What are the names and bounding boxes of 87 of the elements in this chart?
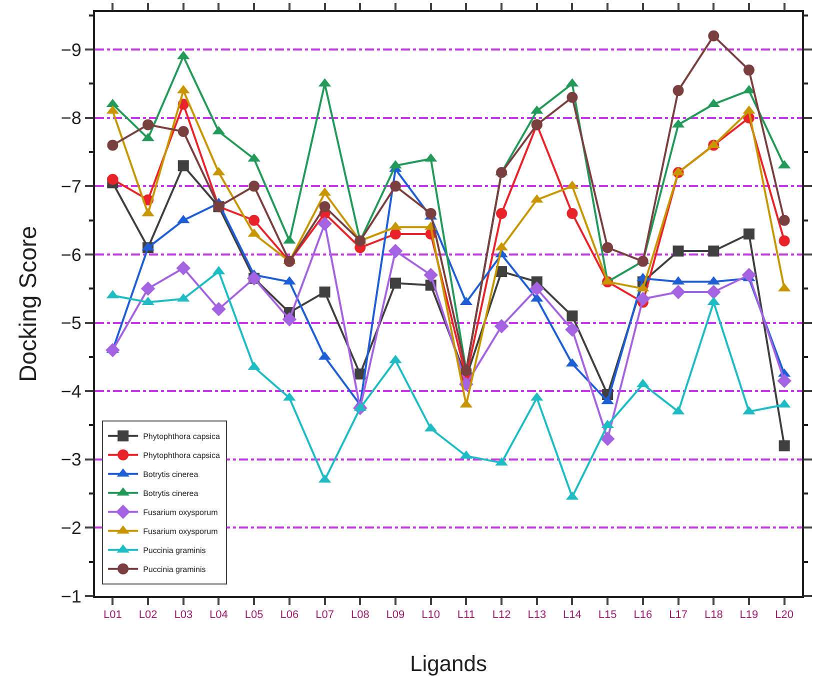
x-tick-label: L19 <box>740 609 758 622</box>
point <box>778 235 790 246</box>
legend-label: Phytophthora capsica <box>143 432 221 441</box>
legend-label: Botrytis cinerea <box>143 470 199 479</box>
y-tick-label: −5 <box>60 313 82 334</box>
x-tick-label: L20 <box>775 609 794 622</box>
point <box>354 235 366 246</box>
x-tick-label: L11 <box>457 609 475 622</box>
y-tick-label: −1 <box>60 586 82 606</box>
legend-label: Puccinia graminis <box>143 546 206 555</box>
point <box>390 180 401 192</box>
point <box>566 208 578 219</box>
point <box>672 246 684 257</box>
x-tick-label: L02 <box>138 609 158 622</box>
point <box>778 214 790 226</box>
point <box>566 310 578 322</box>
point <box>390 228 401 240</box>
point <box>566 92 578 103</box>
point <box>778 440 790 452</box>
point <box>319 201 330 212</box>
x-tick-label: L08 <box>350 609 370 622</box>
point <box>708 30 720 42</box>
point <box>424 268 438 282</box>
y-tick-label: −2 <box>60 518 82 538</box>
x-tick-label: L05 <box>244 609 264 622</box>
x-tick-label: L06 <box>280 609 299 622</box>
x-axis-title: Ligands <box>410 651 488 676</box>
point <box>460 365 472 376</box>
x-tick-label: L13 <box>528 609 546 622</box>
y-tick-label: −3 <box>60 450 82 470</box>
x-tick-label: L07 <box>316 609 334 622</box>
x-tick-label: L10 <box>422 609 440 622</box>
x-tick-label: L16 <box>634 609 652 622</box>
y-tick-label: −6 <box>60 244 82 265</box>
point <box>743 228 754 240</box>
point <box>390 278 401 289</box>
legend-label: Fusarium oxysporum <box>143 526 218 536</box>
point <box>708 246 720 257</box>
y-tick-label: −8 <box>60 108 82 128</box>
point <box>142 119 154 130</box>
point <box>600 432 615 446</box>
legend-label: Botrytis cinerea <box>143 488 199 498</box>
point <box>140 281 156 296</box>
point <box>107 140 118 151</box>
legend-label: Puccinia graminis <box>143 564 206 574</box>
x-tick-label: L12 <box>492 609 511 622</box>
x-tick-label: L01 <box>104 609 122 622</box>
point <box>248 180 260 192</box>
point <box>494 319 509 334</box>
x-tick-label: L18 <box>704 609 723 622</box>
y-axis-title: Docking Score <box>15 226 42 382</box>
point <box>319 286 330 298</box>
point <box>496 167 508 178</box>
point <box>106 342 120 358</box>
x-tick-label: L04 <box>210 609 228 622</box>
x-tick-label: L14 <box>563 609 582 622</box>
point <box>178 126 189 138</box>
point <box>530 281 544 296</box>
legend-label: Fusarium oxysporum <box>143 508 218 517</box>
point <box>602 242 614 254</box>
point <box>496 208 508 219</box>
point <box>743 64 754 76</box>
point <box>318 216 332 231</box>
point <box>706 284 721 300</box>
point <box>565 322 580 337</box>
legend-label: Phytophthora capsica <box>143 450 221 460</box>
point <box>178 160 189 172</box>
x-tick-label: L15 <box>598 609 617 622</box>
point <box>212 302 226 316</box>
x-tick-label: L17 <box>669 609 688 622</box>
point <box>742 268 756 282</box>
x-tick-label: L03 <box>174 609 193 622</box>
x-tick-label: L09 <box>386 609 405 622</box>
point <box>672 85 684 96</box>
point <box>425 208 436 219</box>
point <box>777 374 792 388</box>
point <box>176 260 191 276</box>
point <box>282 312 297 327</box>
y-tick-label: −7 <box>60 176 82 196</box>
point <box>388 244 403 258</box>
y-tick-label: −9 <box>60 40 82 60</box>
point <box>107 174 118 185</box>
point <box>671 284 686 300</box>
point <box>637 256 648 267</box>
y-tick-label: −4 <box>60 381 82 402</box>
point <box>248 214 260 226</box>
point <box>636 292 650 306</box>
